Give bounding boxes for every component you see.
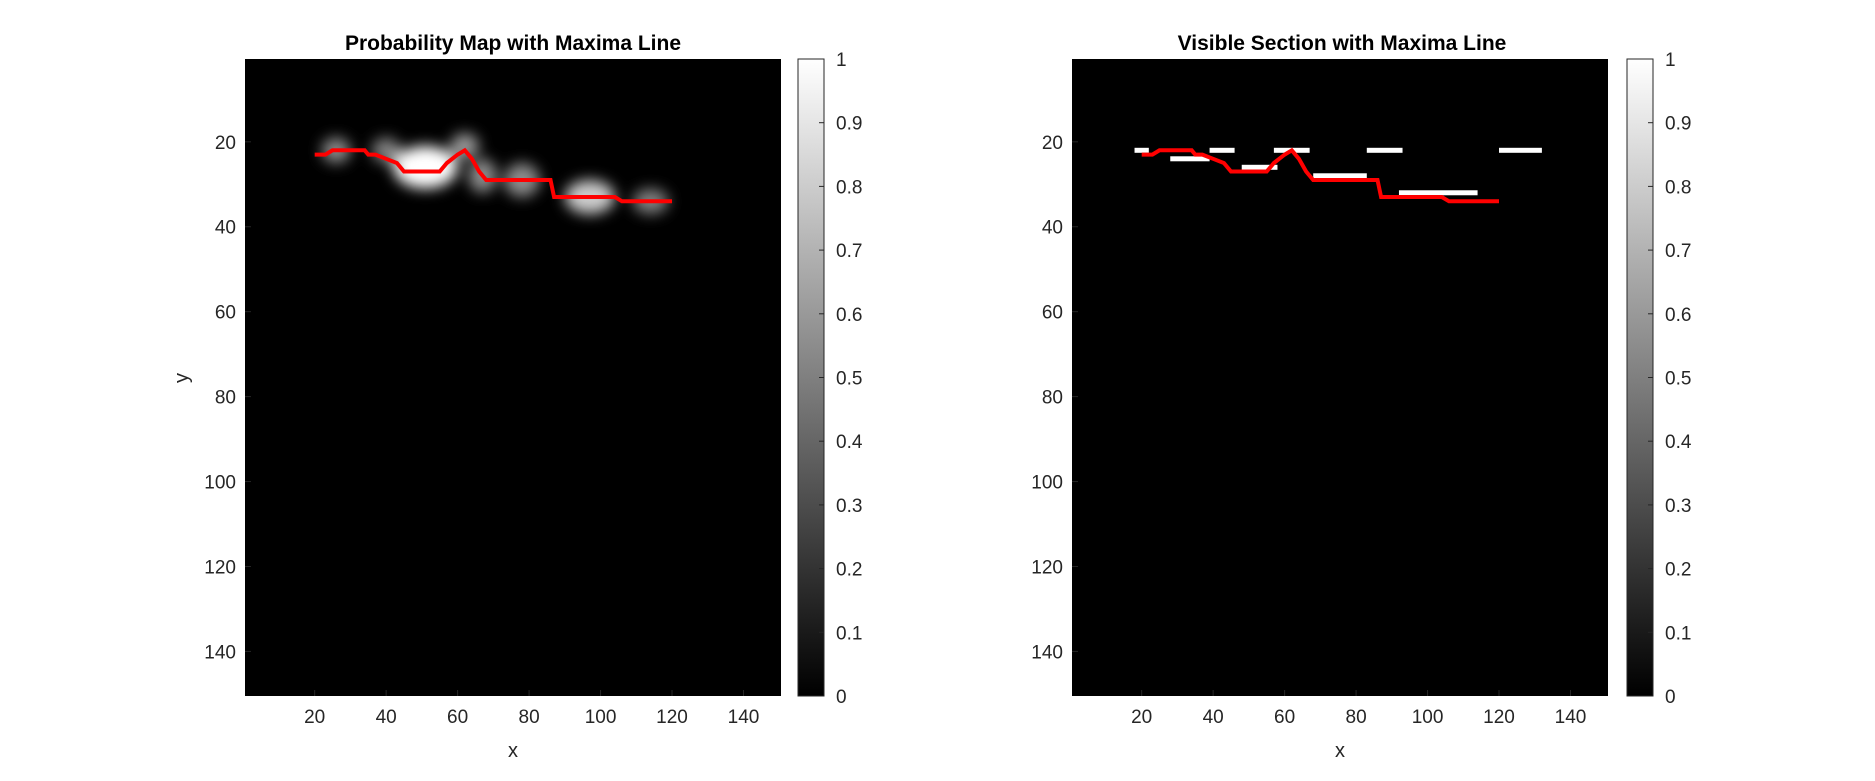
visible-segment-7: [1398, 190, 1478, 196]
right-y-ticks: 20 40 60 80 100 120 140: [1031, 133, 1078, 663]
right-plot-area: [1072, 59, 1608, 696]
left-colorbar-ticks: 0 0.1 0.2 0.3 0.4 0.5 0.6 0.7 0.8 0.9 1: [819, 50, 863, 708]
y-tick-label-120: 120: [1031, 557, 1063, 578]
y-tick-label-120: 120: [204, 557, 236, 578]
left-plot-area: [245, 59, 781, 696]
visible-segment-5: [1313, 173, 1367, 179]
colorbar-tick-label-6: 0.6: [836, 305, 862, 326]
x-tick-label-100: 100: [1412, 707, 1444, 728]
right-x-axis-label: x: [1335, 740, 1345, 762]
colorbar-tick-label-9: 0.9: [1665, 114, 1691, 135]
probability-blob-2: [393, 146, 458, 189]
left-x-axis-label: x: [508, 740, 518, 762]
left-panel: Probability Map with Maxima Line 20 40 60 8…: [171, 32, 863, 762]
right-chart-title: Visible Section with Maxima Line: [1178, 32, 1507, 55]
colorbar-tick-label-9: 0.9: [836, 114, 862, 135]
x-tick-label-40: 40: [1203, 707, 1224, 728]
left-y-axis-label: y: [171, 373, 193, 383]
x-tick-label-20: 20: [1131, 707, 1152, 728]
y-tick-label-40: 40: [1042, 218, 1063, 239]
x-tick-label-20: 20: [304, 707, 325, 728]
right-colorbar-ticks: 0 0.1 0.2 0.3 0.4 0.5 0.6 0.7 0.8 0.9 1: [1648, 50, 1692, 708]
colorbar-tick-label-1: 0.1: [836, 623, 862, 644]
colorbar-tick-label-10: 1: [1665, 50, 1676, 71]
colorbar-tick-label-5: 0.5: [1665, 369, 1691, 390]
x-tick-label-140: 140: [1555, 707, 1587, 728]
colorbar-tick-label-7: 0.7: [836, 241, 862, 262]
x-tick-label-100: 100: [585, 707, 617, 728]
y-tick-label-100: 100: [1031, 473, 1063, 494]
colorbar-tick-label-4: 0.4: [836, 432, 863, 453]
colorbar-tick-label-6: 0.6: [1665, 305, 1691, 326]
visible-segment-1: [1170, 156, 1210, 162]
x-tick-label-140: 140: [728, 707, 760, 728]
colorbar-tick-label-2: 0.2: [836, 560, 862, 581]
y-tick-label-40: 40: [215, 218, 236, 239]
colorbar-tick-label-7: 0.7: [1665, 241, 1691, 262]
colorbar-tick-label-3: 0.3: [836, 496, 862, 517]
y-tick-label-60: 60: [1042, 303, 1063, 324]
left-maxima-line: [314, 147, 672, 204]
colorbar-tick-label-10: 1: [836, 50, 847, 71]
colorbar-tick-label-8: 0.8: [1665, 177, 1691, 198]
y-tick-label-60: 60: [215, 303, 236, 324]
colorbar-tick-label-8: 0.8: [836, 177, 862, 198]
y-tick-label-20: 20: [215, 133, 236, 154]
x-tick-label-120: 120: [1483, 707, 1515, 728]
visible-segment-0: [1134, 147, 1149, 153]
y-tick-label-140: 140: [1031, 642, 1063, 663]
visible-segment-8: [1499, 147, 1542, 153]
colorbar-tick-label-2: 0.2: [1665, 560, 1691, 581]
colorbar-tick-label-0: 0: [1665, 687, 1676, 708]
colorbar-tick-label-0: 0: [836, 687, 847, 708]
colorbar-tick-label-1: 0.1: [1665, 623, 1691, 644]
visible-segment-2: [1209, 147, 1235, 153]
x-tick-label-60: 60: [447, 707, 468, 728]
colorbar-tick-label-5: 0.5: [836, 369, 862, 390]
y-tick-label-80: 80: [1042, 388, 1063, 409]
x-tick-label-40: 40: [376, 707, 397, 728]
visible-segment-3: [1241, 164, 1278, 170]
x-tick-label-120: 120: [656, 707, 688, 728]
y-tick-label-100: 100: [204, 473, 236, 494]
visible-segment-6: [1366, 147, 1403, 153]
left-x-ticks: 20 40 60 80 100 120 140: [304, 690, 759, 728]
right-maxima-line: [1141, 147, 1499, 204]
x-tick-label-80: 80: [1346, 707, 1367, 728]
x-tick-label-80: 80: [519, 707, 540, 728]
right-x-ticks: 20 40 60 80 100 120 140: [1131, 690, 1586, 728]
y-tick-label-20: 20: [1042, 133, 1063, 154]
y-tick-label-140: 140: [204, 642, 236, 663]
x-tick-label-60: 60: [1274, 707, 1295, 728]
colorbar-tick-label-4: 0.4: [1665, 432, 1692, 453]
y-tick-label-80: 80: [215, 388, 236, 409]
left-y-ticks: 20 40 60 80 100 120 140: [204, 133, 251, 663]
left-chart-title: Probability Map with Maxima Line: [345, 32, 681, 55]
colorbar-tick-label-3: 0.3: [1665, 496, 1691, 517]
right-panel: Visible Section with Maxima Line 20 40 60 8…: [1031, 32, 1692, 762]
